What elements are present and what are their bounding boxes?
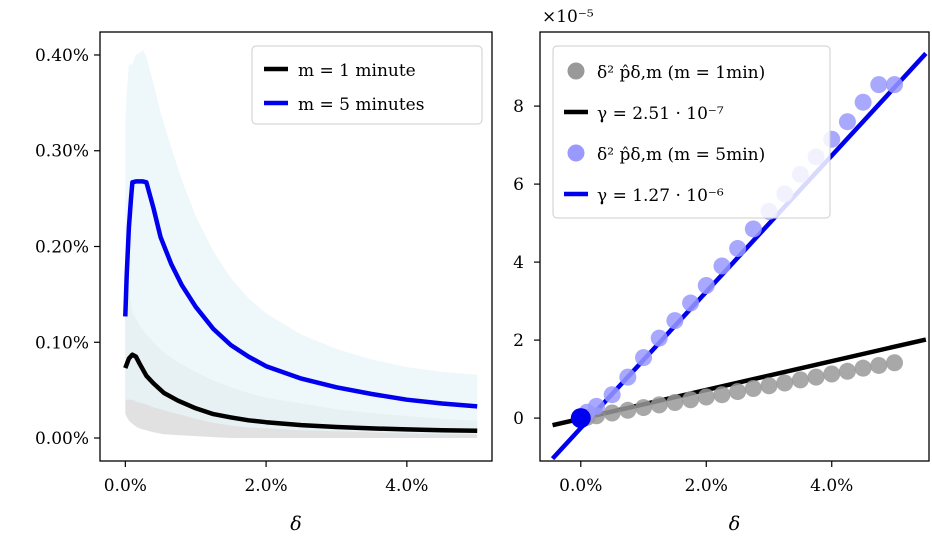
scatter-point-5min (838, 113, 856, 131)
legend: δ² p̂δ,m (m = 1min) γ = 2.51 · 10⁻⁷ δ² p̂δ… (552, 45, 831, 219)
scatter-point-5min (650, 329, 668, 347)
legend-marker (567, 144, 585, 162)
scatter-point-1min (713, 386, 731, 404)
scatter-point-1min (870, 356, 888, 374)
scatter-point-1min (682, 391, 700, 409)
scatter-point-5min (885, 76, 903, 94)
scatter-point-5min (729, 239, 747, 257)
scatter-point-1min (697, 388, 715, 406)
legend-marker (567, 62, 585, 80)
x-tick-label: 4.0% (385, 476, 428, 496)
scatter-point-1min (760, 377, 778, 395)
scatter-point-1min (729, 383, 747, 401)
scatter-point-1min (885, 354, 903, 372)
legend-label: δ² p̂δ,m (m = 5min) (597, 145, 765, 165)
y-tick-label: 0.30% (35, 142, 89, 162)
scatter-point-5min (619, 368, 637, 386)
scatter-point-5min (603, 386, 621, 404)
x-tick-label: 0.0% (559, 476, 602, 496)
scatter-point-1min (744, 379, 762, 397)
scatter-point-5min (697, 277, 715, 294)
scatter-point-5min (682, 294, 700, 312)
scatter-point-1min (635, 399, 653, 417)
y-tick-label: 0.40% (35, 46, 89, 66)
scatter-point-5min (635, 349, 653, 367)
legend-label: δ² p̂δ,m (m = 1min) (597, 63, 765, 83)
scatter-point-5min (744, 220, 762, 238)
x-axis-label: δ (729, 513, 740, 535)
y-tick-label: 6 (513, 175, 524, 195)
legend-label: m = 1 minute (298, 61, 416, 81)
origin-point (570, 408, 591, 429)
scatter-point-5min (870, 76, 888, 94)
scatter-point-1min (603, 404, 621, 422)
y-tick-label: 2 (513, 331, 524, 351)
x-axis-label: δ (290, 513, 301, 535)
scatter-point-5min (666, 312, 684, 330)
x-tick-label: 0.0% (104, 476, 147, 496)
band-5min (125, 50, 478, 435)
x-tick-label: 4.0% (810, 476, 853, 496)
y-tick-label: 0.10% (35, 333, 89, 353)
scatter-point-1min (791, 371, 809, 389)
series-line-1min (123, 352, 478, 434)
scatter-point-5min (587, 397, 605, 415)
scatter-point-1min (854, 359, 872, 377)
scatter-point-5min (854, 93, 872, 111)
y-scale-label: ×10⁻⁵ (542, 7, 594, 27)
legend-box (251, 45, 483, 125)
y-tick-label: 0.00% (35, 429, 89, 449)
left-panel: 0.0% 2.0% 4.0% 0.00% 0.10% 0.20% 0.30% 0.40% δ m … (35, 31, 493, 535)
x-tick-label: 2.0% (244, 476, 287, 496)
y-tick-label: 0 (513, 409, 524, 429)
legend-label: m = 5 minutes (298, 95, 424, 115)
legend-box (552, 45, 831, 219)
legend-label: γ = 2.51 · 10⁻⁷ (597, 104, 724, 124)
scatter-point-1min (776, 374, 794, 392)
y-tick-label: 8 (513, 97, 524, 117)
right-panel: 0.0% 2.0% 4.0% 0 2 4 6 8 δ ×10⁻⁵ δ² p̂δ,m (m = 1mi… (513, 7, 930, 535)
scatter-point-5min (713, 257, 731, 275)
scatter-point-1min (838, 362, 856, 380)
legend: m = 1 minute m = 5 minutes (251, 45, 483, 125)
scatter-point-1min (666, 394, 684, 411)
scatter-point-1min (823, 365, 841, 383)
scatter-point-1min (807, 368, 825, 386)
series-line-5min (123, 179, 478, 409)
legend-label: γ = 1.27 · 10⁻⁶ (597, 186, 724, 206)
x-tick-label: 2.0% (685, 476, 728, 496)
scatter-point-1min (650, 396, 668, 414)
plot-frame (539, 31, 930, 462)
y-tick-label: 0.20% (35, 238, 89, 258)
scatter-point-1min (619, 401, 637, 419)
y-tick-label: 4 (513, 253, 524, 273)
